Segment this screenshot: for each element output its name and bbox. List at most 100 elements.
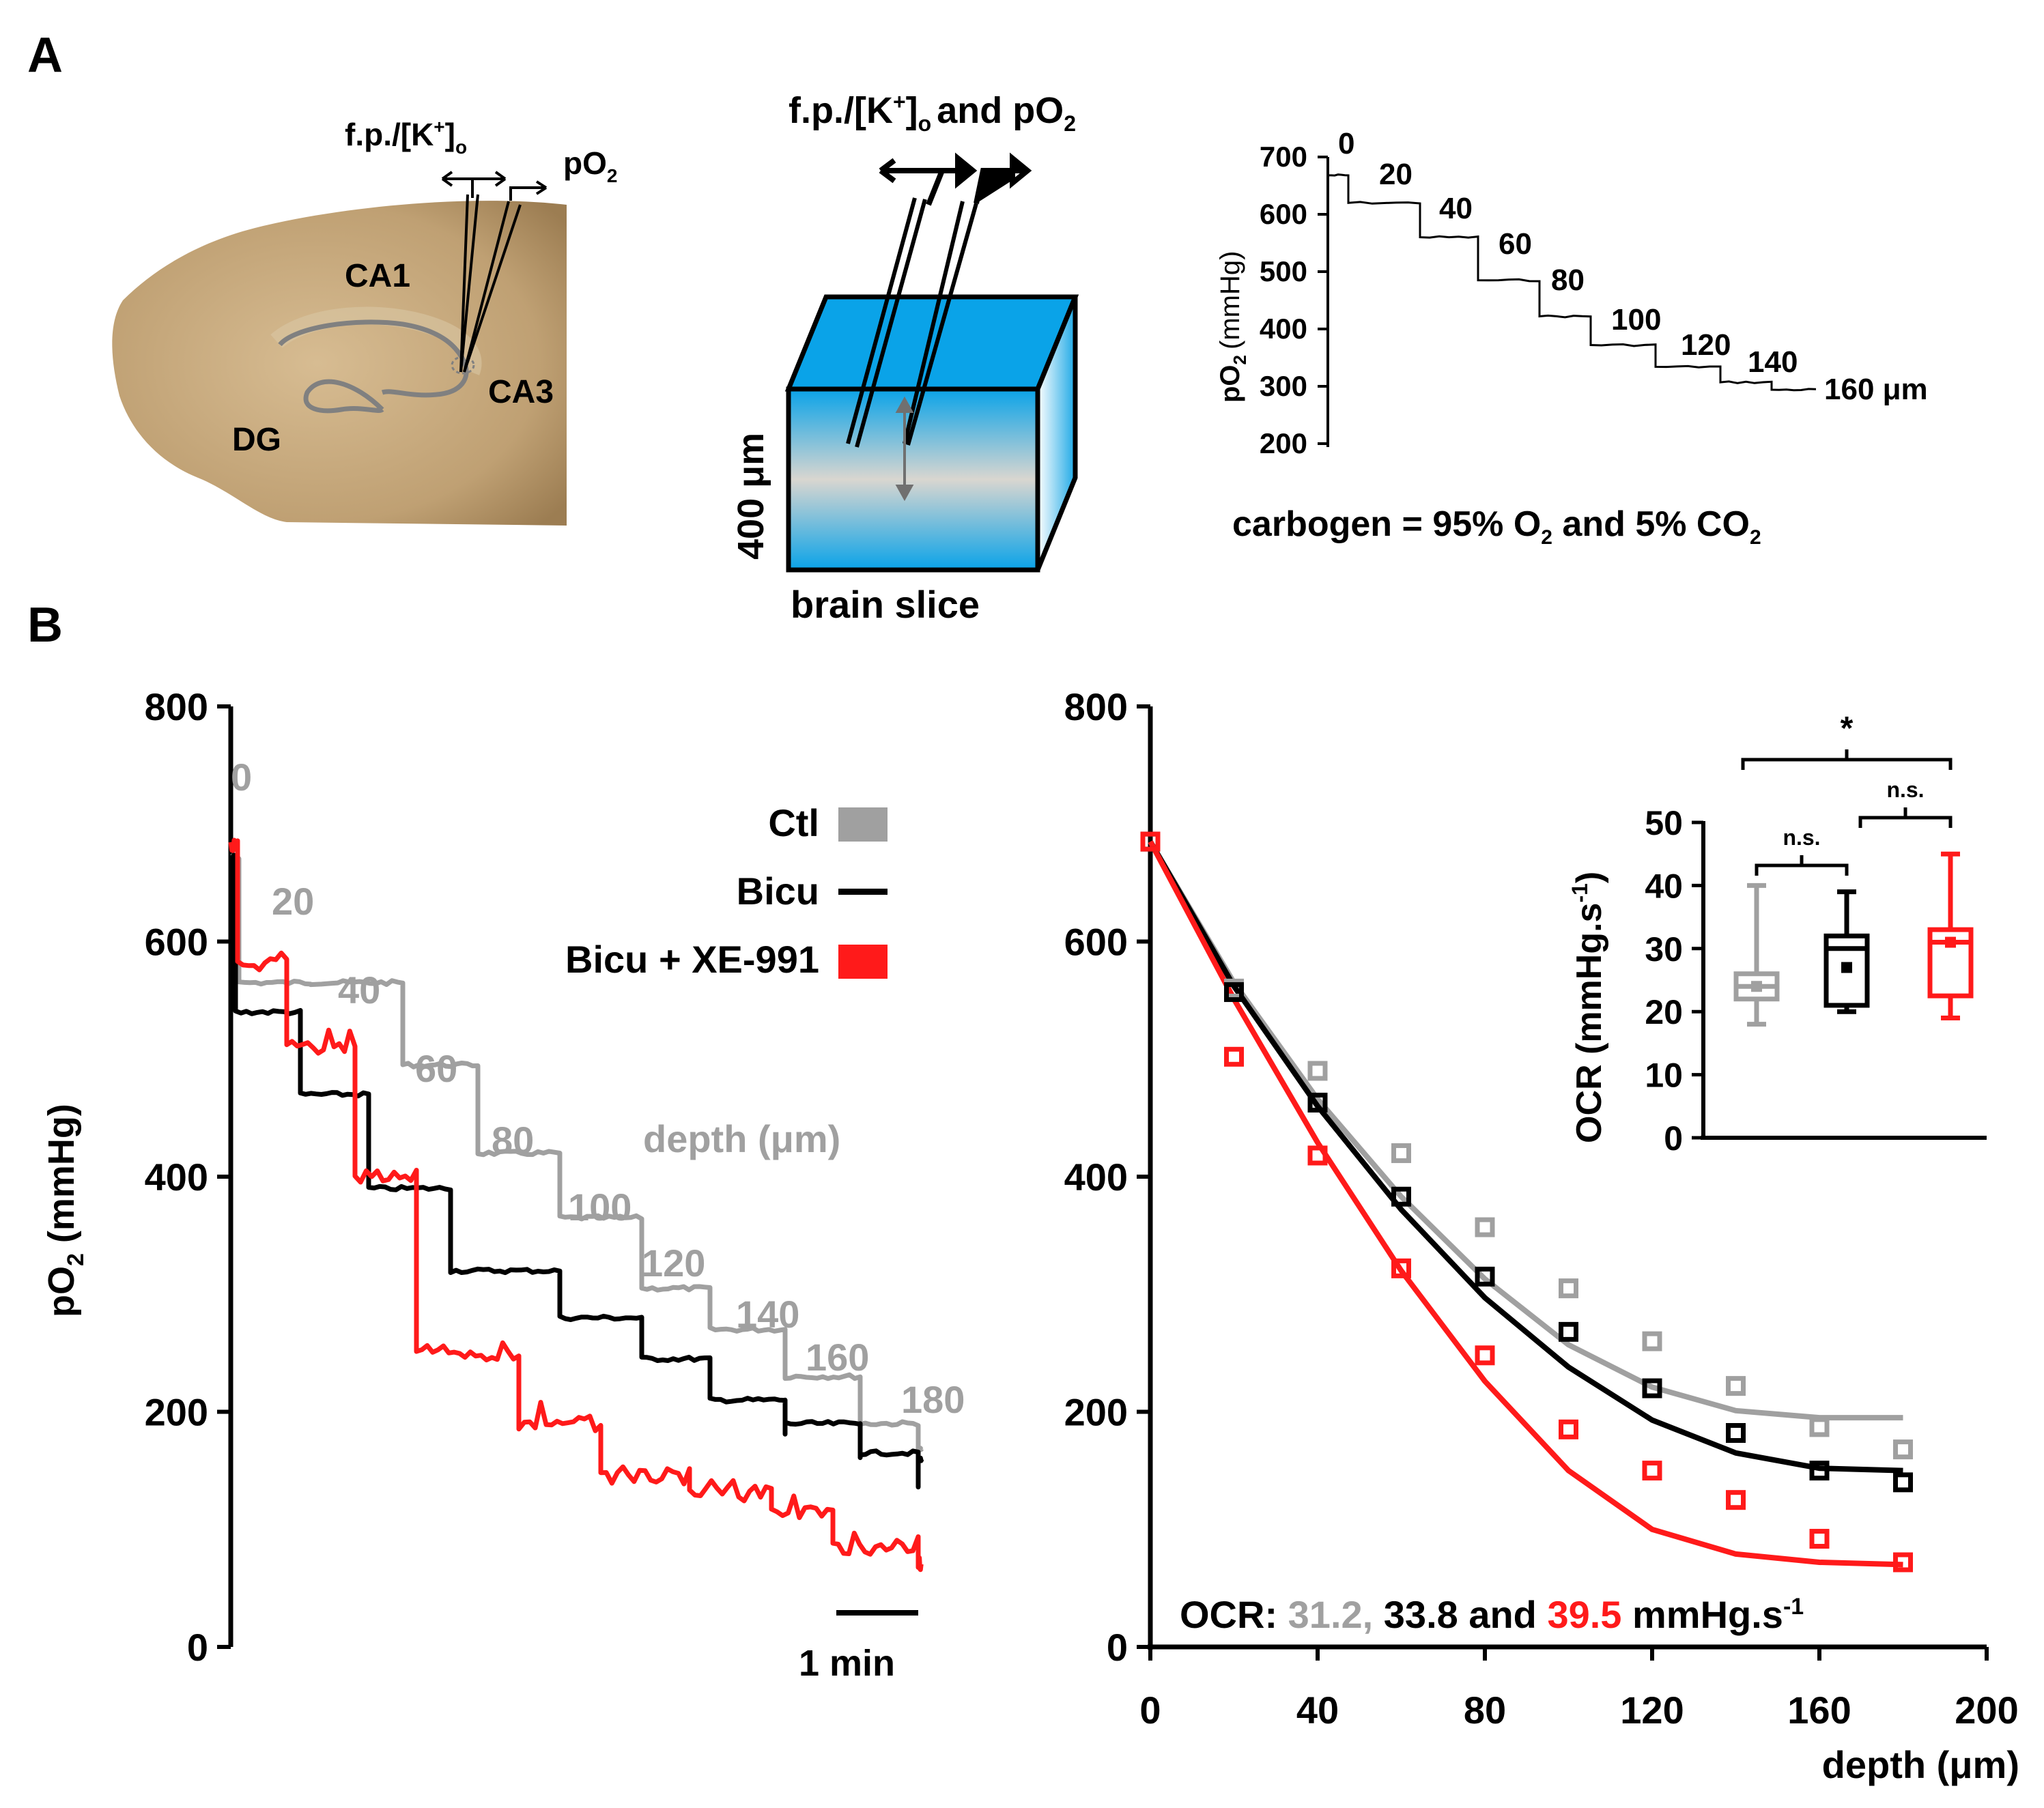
cube-electrode-2	[903, 201, 978, 446]
depth-annotation-60: 60	[415, 1047, 457, 1090]
left-y-ticks: 0 200 400 600 800	[145, 685, 231, 1669]
slice-thickness: 400 μm	[730, 433, 771, 560]
point-ctl-160	[1809, 1417, 1830, 1437]
right-y-tick-label-0: 0	[1107, 1626, 1128, 1669]
bracket-ctl-xe	[1741, 749, 1953, 770]
right-x-label: depth (μm)	[1822, 1743, 2019, 1786]
point-bicu-20	[1224, 982, 1244, 1003]
small-tick-label-700: 700	[1260, 141, 1307, 173]
point-bicu-180	[1893, 1472, 1913, 1493]
point-bicu-xe-991-140	[1726, 1490, 1746, 1510]
point-bicu-60	[1391, 1186, 1411, 1207]
small-tick-label-600: 600	[1260, 198, 1307, 230]
po2-connector-icon	[509, 180, 548, 201]
slice-cube-diagram: f.p./[K+]o and pO2 400 μm brain slice	[730, 89, 1079, 626]
small-depth-labels: 0 20 40 60 80 100 120 140	[1338, 127, 1798, 379]
sig-ctl-bicu: n.s.	[1783, 825, 1820, 850]
depth-annotation-120: 120	[642, 1242, 705, 1285]
mean-bicu-xe-991	[1945, 936, 1956, 948]
trace-ctl	[230, 852, 924, 1453]
depth-annotation-20: 20	[272, 880, 314, 923]
right-x-tick-label-0: 0	[1139, 1689, 1161, 1732]
box-bicu	[1823, 933, 1870, 1008]
depth-annotation-80: 80	[492, 1119, 534, 1162]
left-tick-label-800: 800	[145, 685, 208, 728]
inset-tick-label-40: 40	[1645, 867, 1683, 905]
electrode-po2-1	[463, 201, 510, 373]
fit-curve-ctl	[1148, 840, 1903, 1421]
panel-b-left-chart: 0 200 400 600 800 pO2 (mmHg) 0 20 40 60 80 100 120…	[41, 685, 965, 1684]
carbogen-caption: carbogen = 95% O2 and 5% CO2	[1232, 504, 1761, 549]
right-x-tick-label-40: 40	[1296, 1689, 1339, 1732]
right-y-tick-label-200: 200	[1064, 1391, 1128, 1434]
fp-connector-icon	[441, 171, 507, 198]
dentate-gyrus-layer	[303, 379, 384, 414]
fit-curves	[1148, 840, 1903, 1568]
legend-label-ctl: Ctl	[768, 801, 819, 844]
small-depth-label-140: 140	[1748, 345, 1798, 379]
right-y-tick-label-400: 400	[1064, 1156, 1128, 1199]
point-ctl-100	[1559, 1278, 1578, 1299]
slice-tissue	[112, 201, 567, 526]
cube-top	[784, 294, 1079, 392]
electrode-po2-2	[463, 204, 522, 373]
electrode-fp-1	[459, 194, 469, 373]
inset-tick-label-50: 50	[1645, 804, 1683, 842]
point-bicu-xe-991-40	[1307, 1145, 1328, 1166]
mean-bicu	[1841, 962, 1852, 973]
fit-curve-bicu	[1148, 840, 1903, 1474]
small-tick-label-300: 300	[1260, 370, 1307, 402]
inset-ticks: 0 10 20 30 40 50	[1645, 804, 1703, 1158]
point-ctl-140	[1726, 1376, 1746, 1396]
point-ctl-60	[1391, 1143, 1411, 1164]
legend-label-xe: Bicu + XE-991	[565, 938, 819, 981]
point-bicu-xe-991-60	[1391, 1258, 1411, 1278]
sig-ctl-xe: *	[1841, 711, 1854, 747]
point-bicu-xe-991-100	[1559, 1419, 1578, 1439]
small-final-depth: 160 μm	[1824, 373, 1928, 406]
hippocampus-illustration: f.p./[K+]o pO2 CA1 CA3 DG	[112, 116, 617, 526]
po2-electrode-label: pO2	[563, 145, 617, 186]
cube-fp-connector-icon	[879, 152, 978, 206]
right-x-tick-label-120: 120	[1620, 1689, 1684, 1732]
region-dg: DG	[232, 422, 281, 458]
small-depth-label-20: 20	[1379, 158, 1413, 191]
depth-annotation-0: 0	[231, 756, 252, 799]
depth-arrow-icon	[895, 396, 914, 502]
inset-tick-label-20: 20	[1645, 993, 1683, 1031]
bracket-ctl-bicu	[1755, 855, 1849, 876]
point-bicu-xe-991-0	[1140, 831, 1161, 852]
cube-electrode-1	[846, 197, 927, 448]
depth-annotation-160: 160	[806, 1336, 869, 1379]
trace-series	[228, 837, 924, 1573]
legend-swatch-ctl	[838, 807, 888, 842]
point-ctl-80	[1475, 1217, 1495, 1237]
inset-boxes	[1733, 851, 1974, 1027]
point-bicu-40	[1307, 1092, 1328, 1113]
small-depth-label-80: 80	[1551, 263, 1585, 297]
point-bicu-xe-991-180	[1893, 1552, 1913, 1573]
left-tick-label-600: 600	[145, 921, 208, 964]
depth-annotation-100: 100	[568, 1186, 631, 1229]
depth-title: depth (μm)	[643, 1117, 840, 1160]
point-bicu-160	[1809, 1461, 1830, 1481]
panel-a-trace: 200 300 400 500 600 700 pO2(mmHg) 0 20 40 60 80 10…	[1215, 127, 1928, 549]
inset-tick-label-30: 30	[1645, 930, 1683, 968]
electrode-label: f.p./[K+]o	[345, 116, 467, 158]
inset-tick-label-10: 10	[1645, 1057, 1683, 1095]
small-po2-trace	[1327, 173, 1817, 392]
point-bicu-140	[1726, 1423, 1746, 1444]
box-bicu-xe-991	[1927, 927, 1974, 999]
legend-label-bicu: Bicu	[737, 870, 819, 913]
trace-bicu-xe-991	[228, 837, 924, 1573]
left-tick-label-400: 400	[145, 1156, 208, 1199]
small-y-ticks: 200 300 400 500 600 700	[1260, 141, 1328, 459]
cube-po2-connector-icon	[974, 152, 1032, 204]
left-tick-label-0: 0	[187, 1626, 208, 1669]
depth-annotation-140: 140	[736, 1293, 799, 1336]
inset-tick-label-0: 0	[1664, 1119, 1683, 1158]
cube-front	[786, 386, 1040, 573]
inset-y-label: OCR (mmHg.s-1)	[1567, 872, 1609, 1143]
